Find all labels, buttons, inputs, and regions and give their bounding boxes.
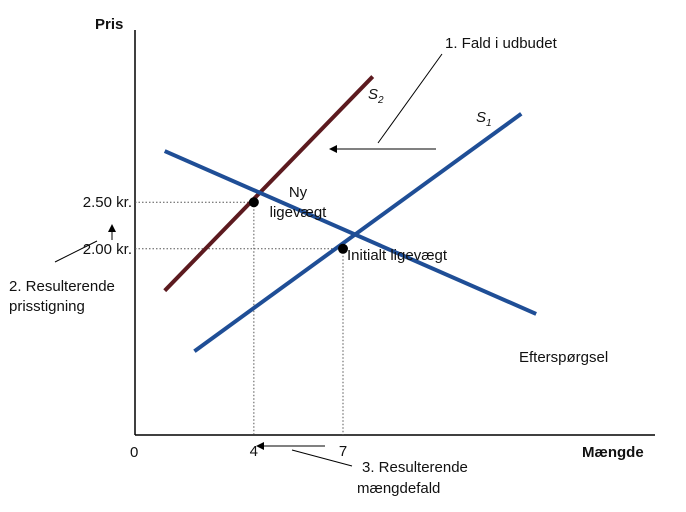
demand-curve <box>163 149 537 316</box>
origin-label: 0 <box>130 444 138 461</box>
supply-curve-s1 <box>193 112 523 353</box>
x-axis-label: Mængde <box>582 444 644 461</box>
y-axis-label: Pris <box>95 16 123 33</box>
quantity-fall-pointer <box>291 449 353 467</box>
s2-name: S <box>368 86 378 103</box>
y-tick-label-2-00: 2.00 kr. <box>83 241 132 258</box>
supply-fall-pointer <box>377 53 443 144</box>
initial-equilibrium-point <box>338 243 348 254</box>
new-equilibrium-point <box>248 197 259 208</box>
supply-curve-s1-label: S1 <box>476 109 492 129</box>
supply-fall-annotation: 1. Fald i udbudet <box>445 35 558 52</box>
new-equilibrium-label-line1: Ny <box>289 184 308 201</box>
y-tick-label-2-50: 2.50 kr. <box>83 194 132 211</box>
price-rise-annotation-line2: prisstigning <box>9 298 85 315</box>
supply-curve-s2-label: S2 <box>368 86 384 106</box>
supply-curve-s2 <box>163 75 375 293</box>
demand-curve-label: Efterspørgsel <box>519 349 608 366</box>
s1-name: S <box>476 109 486 126</box>
quantity-fall-annotation-line2: mængdefald <box>357 480 440 497</box>
x-tick-label-4: 4 <box>250 443 258 460</box>
x-tick-label-7: 7 <box>339 443 347 460</box>
price-rise-pointer <box>54 240 98 263</box>
initial-equilibrium-label: Initialt ligevægt <box>347 247 448 264</box>
price-rise-annotation-line1: 2. Resulterende <box>9 278 115 295</box>
s2-subscript: 2 <box>377 95 384 106</box>
new-equilibrium-label-line2: ligevægt <box>270 204 328 221</box>
quantity-fall-annotation-line1: 3. Resulterende <box>362 459 468 476</box>
s1-subscript: 1 <box>486 118 492 129</box>
